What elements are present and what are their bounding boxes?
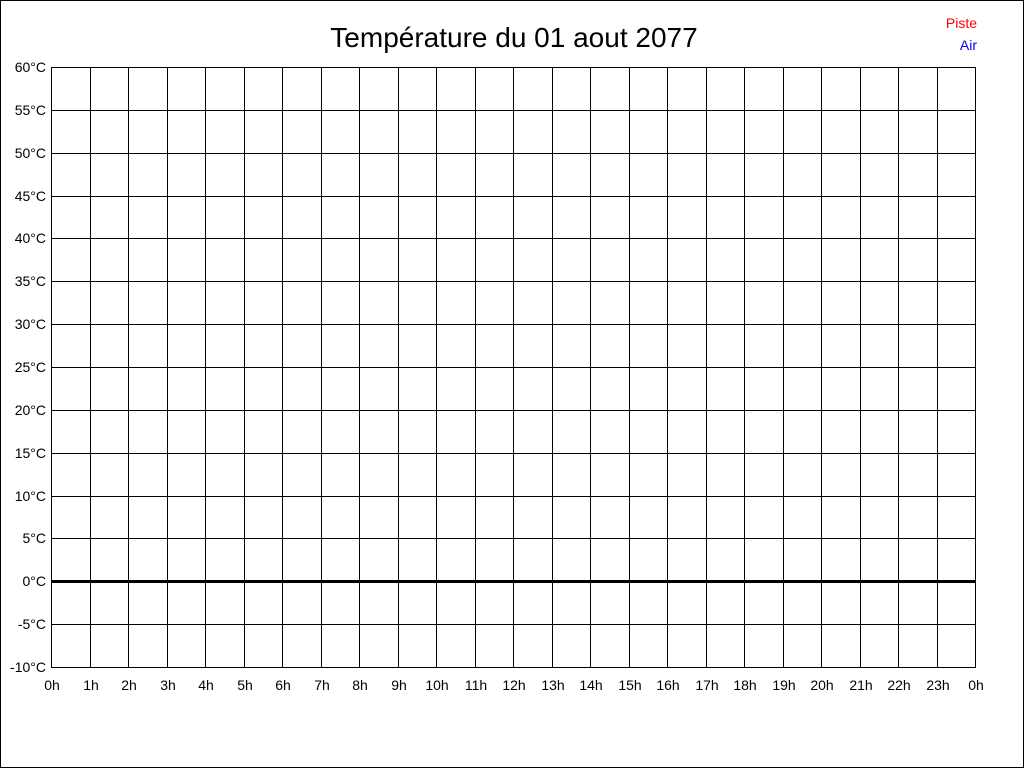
y-tick-label: 15°C — [15, 445, 46, 461]
x-tick-label: 21h — [849, 677, 872, 693]
x-tick-label: 5h — [237, 677, 253, 693]
x-tick-label: 9h — [391, 677, 407, 693]
x-tick-label: 23h — [926, 677, 949, 693]
x-tick-label: 16h — [656, 677, 679, 693]
x-tick-label: 20h — [810, 677, 833, 693]
x-tick-label: 13h — [541, 677, 564, 693]
x-tick-label: 15h — [618, 677, 641, 693]
x-tick-label: 12h — [502, 677, 525, 693]
x-tick-label: 3h — [160, 677, 176, 693]
x-tick-label: 6h — [275, 677, 291, 693]
y-tick-label: -10°C — [10, 659, 46, 675]
legend-entry-air: Air — [960, 37, 977, 53]
x-tick-label: 11h — [465, 677, 487, 693]
y-tick-label: 10°C — [15, 488, 46, 504]
x-tick-label: 19h — [772, 677, 795, 693]
y-tick-label: 5°C — [23, 530, 47, 546]
y-tick-label: 50°C — [15, 145, 46, 161]
x-tick-label: 10h — [425, 677, 448, 693]
x-tick-label: 1h — [83, 677, 99, 693]
y-tick-label: 20°C — [15, 402, 46, 418]
chart-title: Température du 01 aout 2077 — [330, 22, 697, 53]
x-tick-label: 22h — [887, 677, 910, 693]
y-tick-label: 40°C — [15, 230, 46, 246]
x-tick-label: 2h — [121, 677, 137, 693]
x-tick-label: 4h — [198, 677, 214, 693]
y-tick-label: 55°C — [15, 102, 46, 118]
x-tick-label: 0h — [44, 677, 60, 693]
y-tick-label: -5°C — [18, 616, 46, 632]
y-tick-label: 30°C — [15, 316, 46, 332]
y-tick-label: 60°C — [15, 59, 46, 75]
x-tick-label: 14h — [579, 677, 602, 693]
y-tick-label: 0°C — [23, 573, 47, 589]
y-tick-label: 45°C — [15, 188, 46, 204]
legend-entry-piste: Piste — [946, 15, 977, 31]
x-tick-label: 8h — [352, 677, 368, 693]
y-tick-label: 25°C — [15, 359, 46, 375]
x-tick-label: 7h — [314, 677, 330, 693]
x-tick-label: 0h — [968, 677, 984, 693]
x-tick-label: 17h — [695, 677, 718, 693]
x-tick-label: 18h — [733, 677, 756, 693]
y-tick-label: 35°C — [15, 273, 46, 289]
